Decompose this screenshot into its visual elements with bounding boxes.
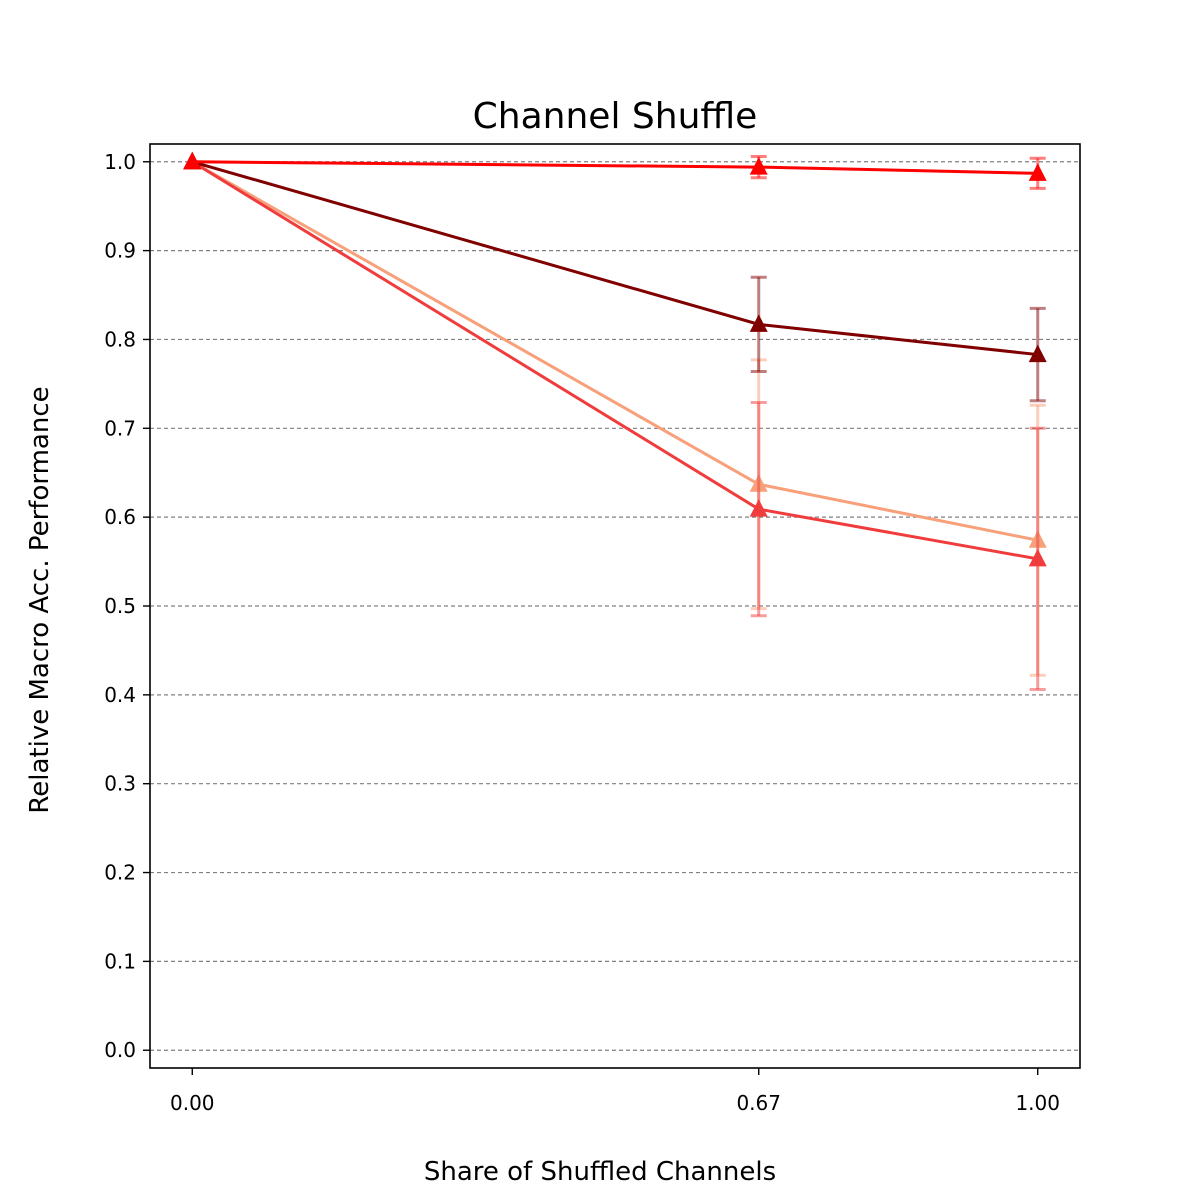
gridlines (150, 161, 1080, 1051)
y-tick-label: 0.5 (104, 594, 136, 618)
y-tick-label: 0.0 (104, 1038, 136, 1062)
x-axis-label: Share of Shuffled Channels (424, 1157, 776, 1187)
data-point (183, 151, 202, 170)
y-tick-label: 0.8 (104, 327, 136, 351)
y-tick-label: 0.6 (104, 505, 136, 529)
y-axis: 0.0 0.1 0.2 0.3 0.4 0.5 0.6 0.7 0.8 0.9 1.0 (104, 150, 150, 1062)
data-point (749, 499, 768, 517)
y-tick-label: 0.4 (104, 683, 136, 707)
data-point (1028, 344, 1047, 363)
data-point (749, 157, 768, 175)
y-tick-label: 0.7 (104, 416, 136, 440)
x-tick-label: 1.00 (1015, 1091, 1060, 1115)
y-tick-label: 0.9 (104, 239, 136, 263)
y-axis-label: Relative Macro Acc. Performance (25, 386, 55, 813)
data-point (1028, 163, 1047, 181)
series-layer (183, 151, 1047, 692)
y-tick-label: 1.0 (104, 150, 136, 174)
y-tick-label: 0.2 (104, 861, 136, 885)
chart-title: Channel Shuffle (473, 96, 758, 137)
data-point (749, 314, 768, 332)
x-tick-label: 0.00 (170, 1091, 215, 1115)
series-4 (183, 151, 1047, 190)
data-point (1028, 548, 1047, 567)
x-tick-label: 0.67 (736, 1091, 781, 1115)
x-axis: 0.00 0.67 1.00 (170, 1068, 1060, 1115)
y-tick-label: 0.1 (104, 949, 136, 973)
y-tick-label: 0.3 (104, 772, 136, 796)
